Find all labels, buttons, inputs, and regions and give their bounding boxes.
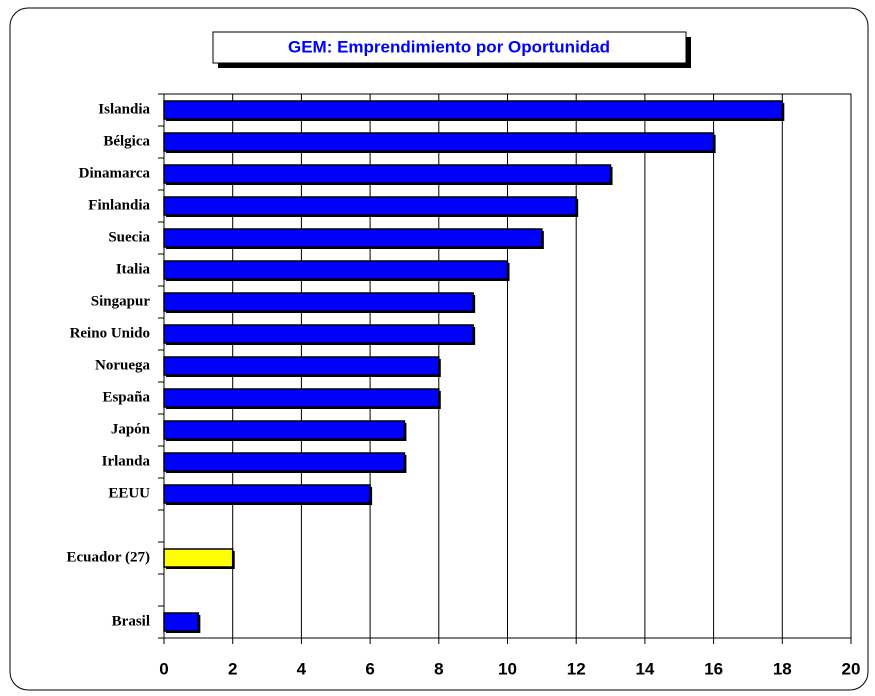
x-tick-label: 20: [842, 659, 861, 678]
bar: [163, 132, 715, 152]
title-box: [212, 31, 687, 64]
bar: [163, 452, 406, 472]
bar: [163, 484, 371, 504]
y-tick-label: Dinamarca: [79, 165, 151, 181]
y-tick-label: Noruega: [95, 357, 150, 373]
x-tick-label: 4: [297, 659, 307, 678]
plot: 0 2 4 6 8 10 12 14 16 18 20 Islandia Bélgica Dinamarc…: [67, 93, 861, 678]
y-tick-label: Bélgica: [103, 133, 150, 149]
bar: [163, 164, 612, 184]
bar: [163, 324, 474, 344]
y-tick-label: EEUU: [108, 485, 150, 501]
x-tick-label: 14: [635, 659, 654, 678]
bar: [163, 612, 200, 632]
x-tick-label: 18: [773, 659, 792, 678]
bar: [163, 292, 474, 312]
bar: [163, 228, 543, 248]
bar: [163, 196, 577, 216]
y-tick-label: Italia: [116, 261, 151, 277]
y-tick-label: Ecuador (27): [67, 549, 150, 565]
y-tick-label: Brasil: [112, 613, 150, 629]
bar: [163, 100, 784, 120]
y-tick-label: España: [102, 389, 150, 405]
plot-border: [163, 93, 852, 639]
bar: [163, 388, 440, 408]
y-tick-label: Suecia: [108, 229, 150, 245]
y-tick-label: Japón: [111, 421, 151, 437]
x-tick-label: 16: [704, 659, 723, 678]
y-tick-label: Irlanda: [102, 453, 151, 469]
bar: [163, 260, 509, 280]
bar: [163, 548, 234, 568]
x-tick-label: 8: [434, 659, 443, 678]
y-tick-label: Singapur: [91, 293, 151, 309]
x-tick-label: 2: [228, 659, 237, 678]
bar: [163, 356, 440, 376]
x-tick-label: 0: [159, 659, 168, 678]
x-tick-label: 10: [498, 659, 517, 678]
y-tick-label: Finlandia: [88, 197, 150, 213]
y-tick-label: Reino Unido: [70, 325, 150, 341]
x-tick-label: 6: [365, 659, 374, 678]
x-tick-label: 12: [567, 659, 586, 678]
bar: [163, 420, 406, 440]
y-tick-label: Islandia: [98, 101, 150, 117]
chart-title: GEM: Emprendimiento por Oportunidad: [288, 37, 610, 56]
